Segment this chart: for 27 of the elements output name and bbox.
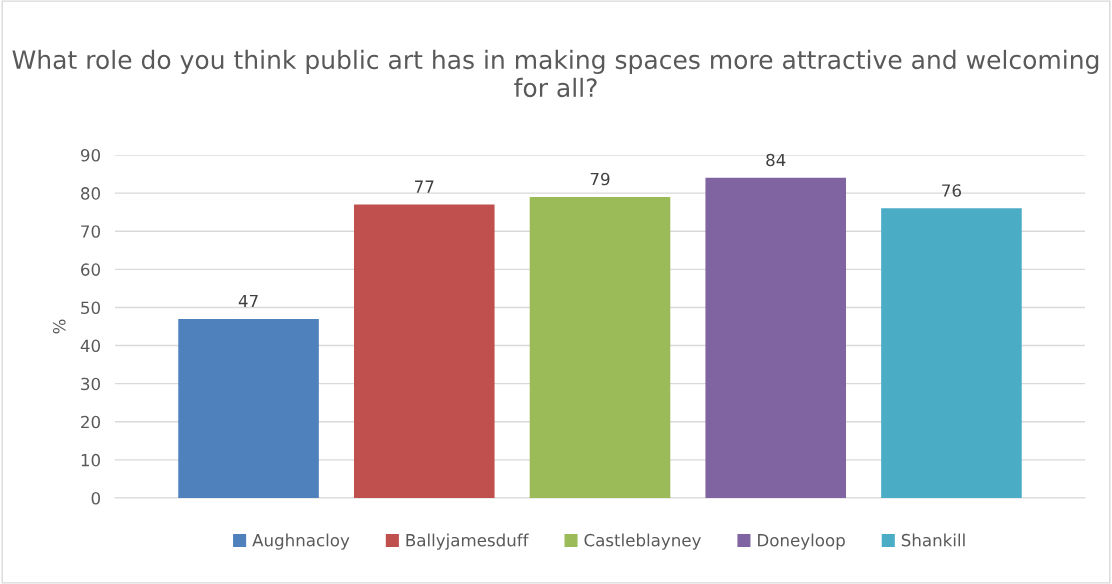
- data-label: 79: [590, 172, 610, 186]
- data-label: 76: [942, 184, 961, 197]
- y-tick-label: 20: [81, 415, 100, 429]
- bar: [178, 318, 319, 498]
- y-tick-label: 80: [81, 187, 100, 200]
- data-label: 77: [415, 180, 434, 193]
- bar: [529, 196, 671, 498]
- bar: [353, 204, 495, 498]
- y-tick-label: 70: [81, 225, 100, 238]
- y-tick-label: 10: [81, 453, 100, 467]
- data-label: 47: [238, 294, 258, 308]
- bar: [705, 177, 847, 498]
- chart-title: What role do you think public art has in making spaces more attractive and welcoming for all?: [12, 49, 1099, 98]
- y-tick-label: 60: [81, 263, 100, 276]
- legend-label: Doneyloop: [758, 533, 845, 550]
- legend-label: Shankill: [901, 533, 965, 547]
- y-tick-label: 0: [91, 491, 100, 505]
- data-label: 84: [766, 153, 786, 167]
- y-tick-label: 50: [81, 301, 100, 315]
- y-axis-title: %: [52, 319, 66, 334]
- y-tick-label: 40: [80, 339, 100, 353]
- y-tick-label: 90: [80, 148, 100, 162]
- y-tick-label: 30: [81, 377, 100, 391]
- legend-label: Ballyjamesduff: [406, 533, 529, 550]
- legend-label: Aughnacloy: [252, 533, 350, 550]
- bar: [881, 208, 1022, 498]
- legend-label: Castleblayney: [584, 533, 701, 550]
